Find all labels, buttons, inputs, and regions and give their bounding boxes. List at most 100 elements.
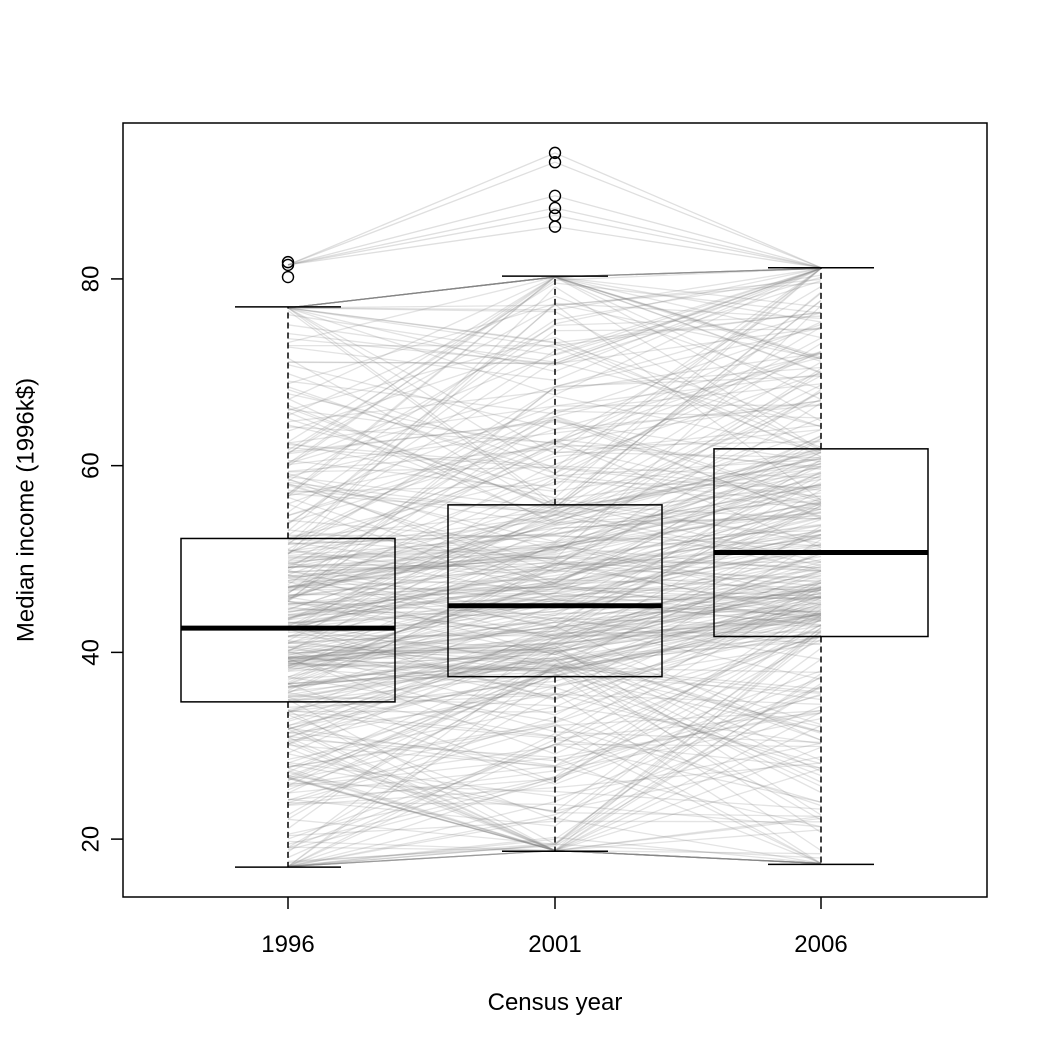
y-tick-label: 60 [78, 452, 105, 479]
trajectory-line [287, 589, 822, 606]
trajectory-line [287, 276, 822, 358]
trajectory-line [287, 370, 822, 579]
trajectory-line [287, 429, 822, 620]
trajectory-line [287, 692, 822, 864]
trajectory-line [287, 603, 822, 687]
trajectory-line [287, 533, 822, 636]
trajectory-line [287, 285, 822, 555]
trajectory-line [287, 605, 822, 655]
trajectory-line [287, 292, 822, 509]
trajectory-line [287, 503, 822, 601]
outlier-point [548, 156, 562, 169]
trajectory-line [287, 586, 822, 637]
trajectory-line [287, 276, 822, 360]
trajectory-line [287, 512, 822, 565]
trajectory-line [287, 586, 822, 659]
trajectory-line [287, 437, 822, 597]
trajectory-line [287, 502, 822, 569]
trajectory-line [287, 276, 822, 401]
boxes [180, 146, 929, 868]
trajectory-line [287, 267, 822, 499]
trajectory-line [287, 586, 822, 716]
trajectory-line [287, 634, 822, 698]
trajectory-line [287, 398, 822, 569]
trajectory-line [287, 510, 822, 653]
trajectory-line [287, 670, 822, 767]
trajectory-line [287, 617, 822, 689]
trajectory-line [287, 267, 822, 455]
trajectory-line [287, 361, 822, 539]
trajectory-line [287, 207, 822, 269]
trajectory-line [287, 327, 822, 602]
trajectory-line [287, 723, 822, 864]
trajectory-line [287, 295, 822, 417]
trajectory-line [287, 562, 822, 681]
trajectory-line [287, 612, 822, 701]
trajectory-line [287, 505, 822, 660]
trajectory-line [287, 620, 822, 689]
trajectory-line [287, 742, 822, 798]
trajectory-line [287, 627, 822, 827]
trajectory-line [287, 478, 822, 639]
trajectory-line [287, 634, 822, 864]
trajectory-line [287, 596, 822, 678]
trajectory-line [287, 438, 822, 596]
box-2001 [447, 146, 663, 853]
trajectory-line [287, 592, 822, 660]
trajectory-line [287, 549, 822, 605]
trajectory-line [287, 595, 822, 667]
trajectory-line [287, 636, 822, 692]
trajectory-line [287, 384, 822, 555]
trajectory-line [287, 556, 822, 578]
trajectory-line [287, 653, 822, 734]
trajectory-line [287, 443, 822, 479]
box-2006 [713, 266, 929, 866]
trajectory-line [287, 631, 822, 721]
trajectory-line [287, 457, 822, 514]
trajectory-lines [287, 152, 822, 868]
trajectory-line [287, 616, 822, 754]
trajectory-line [287, 307, 822, 454]
trajectory-line [287, 560, 822, 619]
trajectory-line [287, 391, 822, 598]
trajectory-line [287, 500, 822, 569]
trajectory-line [287, 613, 822, 687]
trajectory-line [287, 589, 822, 660]
outlier-point [548, 189, 562, 203]
trajectory-line [287, 545, 822, 588]
trajectory-line [287, 609, 822, 685]
trajectory-line [287, 460, 822, 590]
trajectory-line [287, 673, 822, 730]
trajectory-line [287, 457, 822, 512]
x-tick-label: 2006 [794, 931, 847, 958]
trajectory-line [287, 337, 822, 480]
trajectory-line [287, 503, 822, 587]
trajectory-line [287, 617, 822, 663]
trajectory-line [287, 659, 822, 833]
trajectory-line [287, 484, 822, 545]
trajectory-line [287, 411, 822, 523]
trajectory-line [287, 570, 822, 739]
trajectory-line [287, 451, 822, 585]
trajectory-line [287, 555, 822, 582]
y-tick-label: 40 [78, 639, 105, 666]
trajectory-line [287, 569, 822, 594]
trajectory-line [287, 596, 822, 734]
trajectory-line [287, 445, 822, 589]
trajectory-line [287, 544, 822, 652]
trajectory-line [287, 446, 822, 498]
trajectory-line [287, 578, 822, 685]
trajectory-line [287, 502, 822, 663]
box-iqr [447, 504, 663, 678]
trajectory-line [287, 597, 822, 769]
trajectory-line [287, 516, 822, 619]
trajectory-line [287, 530, 822, 571]
trajectory-line [287, 627, 822, 868]
trajectory-line [287, 586, 822, 658]
trajectory-line [287, 543, 822, 662]
trajectory-line [287, 725, 822, 803]
trajectory-line [287, 614, 822, 767]
trajectory-line [287, 672, 822, 852]
trajectory-line [287, 342, 822, 508]
trajectory-line [287, 492, 822, 560]
